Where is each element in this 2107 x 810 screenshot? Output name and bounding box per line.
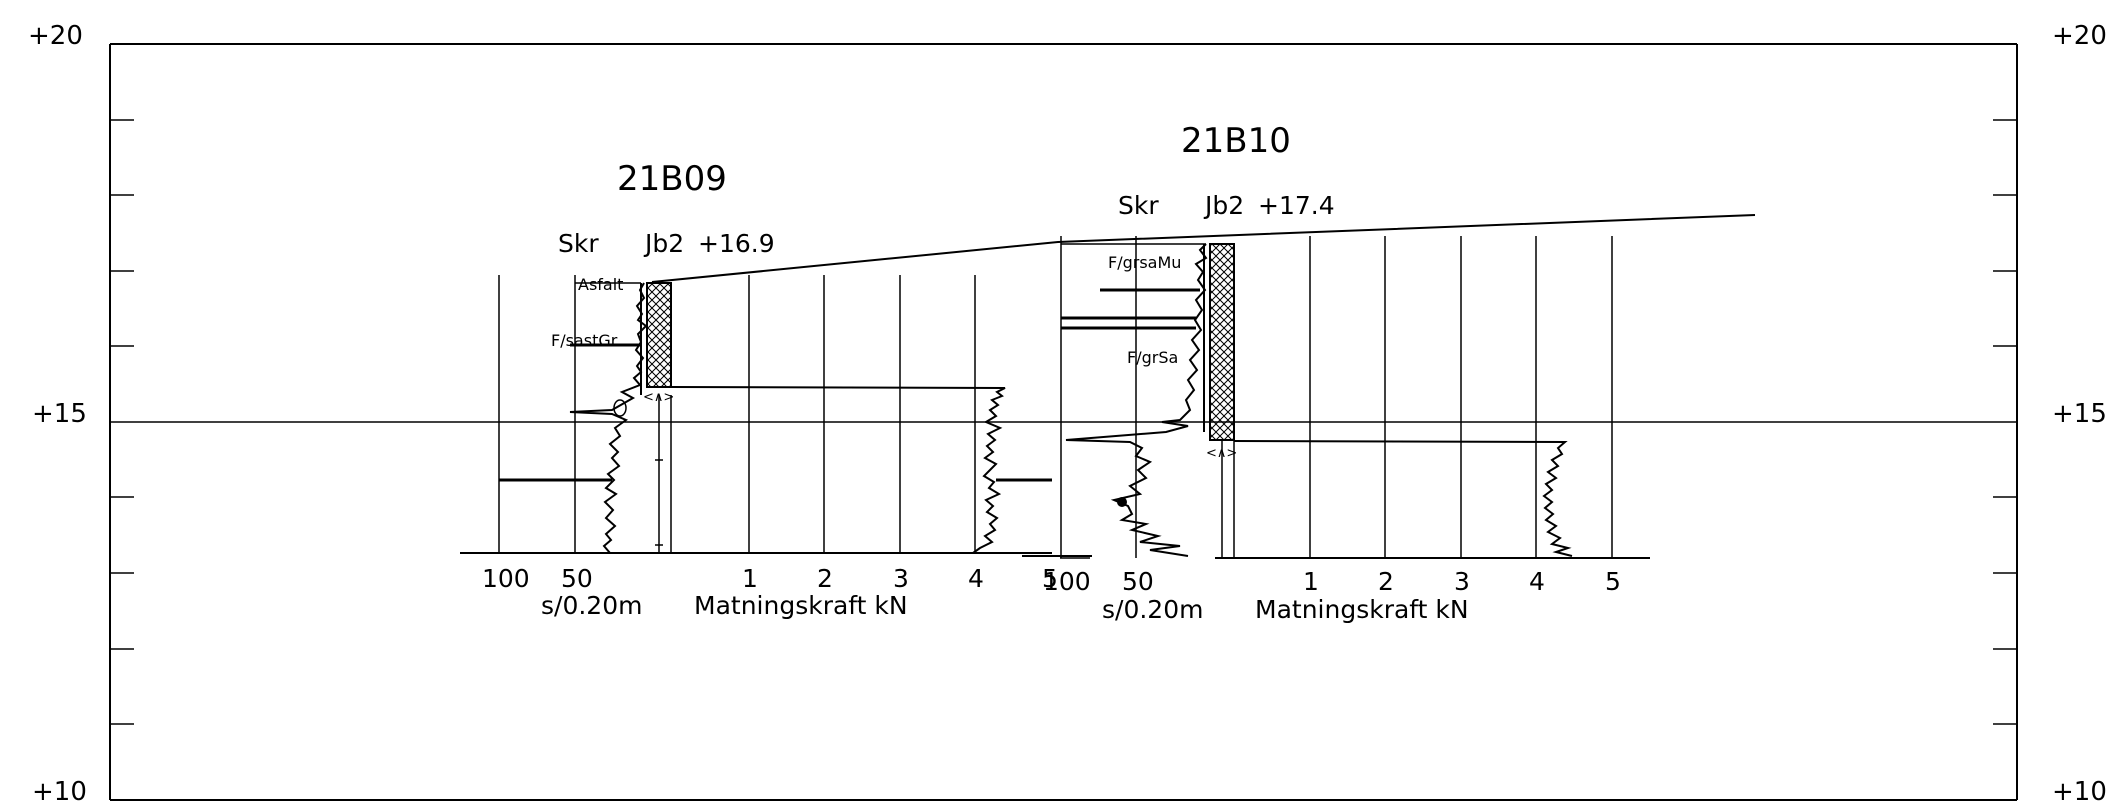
method-left-label: Skr [558,229,599,258]
right-axis-tick-5: 5 [1042,564,1058,593]
left-grid [498,275,576,553]
right-axis-tick-4: 4 [1529,567,1545,596]
right-axis-label: Matningskraft kN [694,591,908,620]
right-axis-tick-2: 2 [1378,567,1394,596]
right-grid [748,275,976,553]
method-left-label: Skr [1118,191,1159,220]
blow-count-trace [1065,243,1208,557]
elevation-label-mid-left: +15 [32,399,87,429]
stone-symbol [1117,497,1127,507]
right-axis-tick-3: 3 [893,564,909,593]
right-axis-tick-1: 1 [1303,567,1319,596]
layer-label-2: F/sastGr [551,331,618,350]
feed-force-trace [670,386,1006,554]
right-axis-tick-4: 4 [968,564,984,593]
blow-count-trace [569,282,648,554]
left-axis-label: s/0.20m [541,591,642,620]
feed-force-trace [1233,440,1573,557]
borehole-id: 21B09 [617,159,727,199]
left-axis-tick-50: 50 [1122,567,1154,596]
ground-level-label: +17.4 [1258,191,1335,220]
soil-column-hatch [646,282,672,388]
right-grid [1309,236,1613,558]
layer-label-1: F/grsaMu [1108,253,1181,272]
borehole-id: 21B10 [1181,121,1291,161]
soil-column-hatch [1209,243,1235,441]
left-axis-tick-100: 100 [1043,567,1091,596]
left-axis-tick-50: 50 [561,564,593,593]
ground-level-label: +16.9 [698,229,775,258]
refusal-symbol: <∧> [1206,446,1237,461]
elevation-label-top-right: +20 [2052,21,2107,51]
borehole-21B09: 21B09 Skr Jb2 +16.9 <∧> [460,159,1058,620]
stone-symbol [613,399,627,417]
right-axis-tick-2: 2 [817,564,833,593]
elevation-ticks [110,119,2017,725]
left-grid [1060,236,1137,558]
right-axis-label: Matningskraft kN [1255,595,1469,624]
layer-label-1: Asfalt [578,275,623,294]
left-axis-tick-100: 100 [482,564,530,593]
left-axis-label: s/0.20m [1102,595,1203,624]
elevation-label-bottom-left: +10 [32,777,87,807]
method-right-label: Jb2 [1203,191,1244,220]
refusal-symbol: <∧> [643,390,674,405]
elevation-label-bottom-right: +10 [2052,777,2107,807]
ground-surface-line [651,214,1756,283]
right-axis-tick-3: 3 [1454,567,1470,596]
right-axis-tick-5: 5 [1605,567,1621,596]
elevation-label-mid-right: +15 [2052,399,2107,429]
right-axis-tick-1: 1 [742,564,758,593]
layer-label-2: F/grSa [1127,348,1178,367]
elevation-label-top-left: +20 [28,21,83,51]
method-right-label: Jb2 [643,229,684,258]
borehole-21B10: 21B10 Skr Jb2 +17.4 <∧> [1022,121,1650,624]
